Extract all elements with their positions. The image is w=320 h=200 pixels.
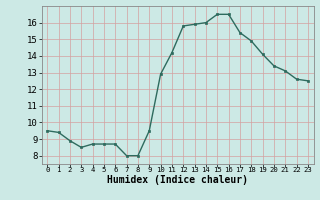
X-axis label: Humidex (Indice chaleur): Humidex (Indice chaleur) [107, 175, 248, 185]
